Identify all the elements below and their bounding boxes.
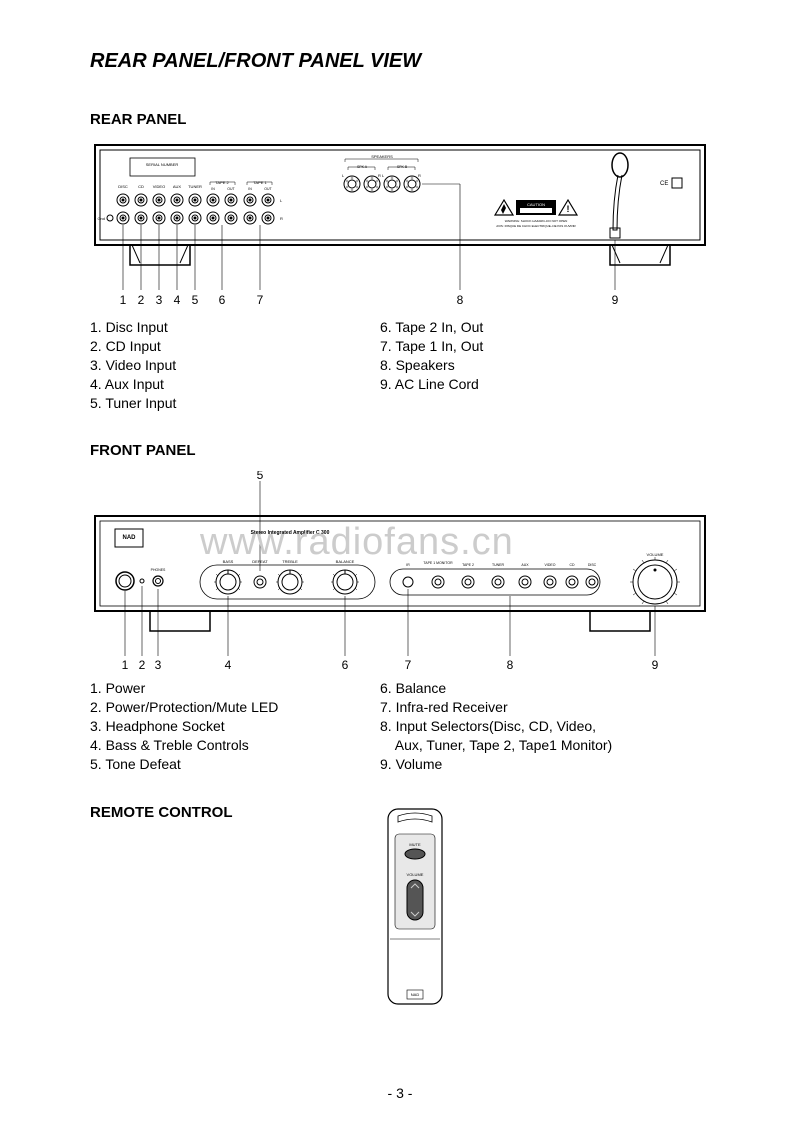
rear-panel-heading: REAR PANEL <box>90 111 710 128</box>
svg-text:OUT: OUT <box>227 187 235 191</box>
svg-text:TREBLE: TREBLE <box>282 559 298 564</box>
remote-diagram: MUTE VOLUME NAD <box>380 804 480 1014</box>
svg-text:WARNING: SHOCK HAZARD–DO NOT O: WARNING: SHOCK HAZARD–DO NOT OPEN <box>505 219 568 223</box>
ac-cord <box>610 153 628 238</box>
legend-item: 1. Disc Input <box>90 318 380 337</box>
legend-item: 2. Power/Protection/Mute LED <box>90 698 380 717</box>
svg-text:PHONES: PHONES <box>151 568 166 572</box>
legend-item: 8. Input Selectors(Disc, CD, Video, <box>380 717 680 736</box>
page-title: REAR PANEL/FRONT PANEL VIEW <box>90 50 710 73</box>
svg-text:7: 7 <box>405 658 412 671</box>
svg-text:IR: IR <box>406 563 410 567</box>
legend-item: 5. Tone Defeat <box>90 755 380 774</box>
svg-text:IN: IN <box>248 187 252 191</box>
svg-text:6: 6 <box>219 293 226 307</box>
legend-item: 3. Video Input <box>90 356 380 375</box>
svg-text:TUNER: TUNER <box>492 563 505 567</box>
svg-text:8: 8 <box>457 293 464 307</box>
svg-text:VOLUME: VOLUME <box>407 872 424 877</box>
svg-text:SPEAKERS: SPEAKERS <box>371 154 393 159</box>
legend-item: 6. Tape 2 In, Out <box>380 318 680 337</box>
legend-item: 8. Speakers <box>380 356 680 375</box>
svg-text:CD: CD <box>138 184 144 189</box>
svg-text:TAPE 2: TAPE 2 <box>462 563 474 567</box>
front-panel-legend: 1. Power 2. Power/Protection/Mute LED 3.… <box>90 679 710 773</box>
svg-text:3: 3 <box>155 658 162 671</box>
legend-item: 3. Headphone Socket <box>90 717 380 736</box>
legend-item: 2. CD Input <box>90 337 380 356</box>
legend-item: 5. Tuner Input <box>90 394 380 413</box>
defeat-button <box>254 576 266 588</box>
svg-text:DEFEAT: DEFEAT <box>252 559 268 564</box>
svg-text:1: 1 <box>122 658 129 671</box>
svg-text:5: 5 <box>192 293 199 307</box>
svg-text:BALANCE: BALANCE <box>336 559 355 564</box>
front-panel-heading: FRONT PANEL <box>90 442 710 459</box>
svg-text:VIDEO: VIDEO <box>153 184 165 189</box>
rear-panel-legend: 1. Disc Input 2. CD Input 3. Video Input… <box>90 318 710 412</box>
svg-text:8: 8 <box>507 658 514 671</box>
svg-text:L: L <box>280 198 283 203</box>
svg-text:R: R <box>378 173 381 178</box>
svg-text:9: 9 <box>652 658 659 671</box>
legend-item: 9. Volume <box>380 755 680 774</box>
svg-text:NAD: NAD <box>411 992 420 997</box>
bass-knob <box>214 570 242 594</box>
svg-text:7: 7 <box>257 293 264 307</box>
svg-text:TAPE 1 MONITOR: TAPE 1 MONITOR <box>423 561 453 565</box>
svg-text:BASS: BASS <box>223 559 234 564</box>
svg-text:MUTE: MUTE <box>409 842 421 847</box>
svg-text:TUNER: TUNER <box>188 184 202 189</box>
svg-text:VOLUME: VOLUME <box>647 552 664 557</box>
svg-text:L: L <box>382 173 385 178</box>
svg-text:2: 2 <box>138 293 145 307</box>
legend-item: 9. AC Line Cord <box>380 375 680 394</box>
speaker-terminals: SPEAKERS SPK A SPK B L R L R <box>342 154 421 192</box>
treble-knob <box>276 570 304 594</box>
svg-text:CE: CE <box>660 181 668 187</box>
svg-text:6: 6 <box>342 658 349 671</box>
svg-text:9: 9 <box>612 293 619 307</box>
svg-text:TAPE 1: TAPE 1 <box>253 180 267 185</box>
svg-text:4: 4 <box>225 658 232 671</box>
svg-text:AUX: AUX <box>173 184 182 189</box>
legend-item: 1. Power <box>90 679 380 698</box>
svg-text:NAD: NAD <box>123 535 137 541</box>
front-panel-diagram: www.radiofans.cn 5 NAD Stereo Integrated… <box>90 471 710 671</box>
svg-text:4: 4 <box>174 293 181 307</box>
svg-text:VIDEO: VIDEO <box>545 563 556 567</box>
svg-text:AVIS: RISQUE DE CHOC ELECTRIQU: AVIS: RISQUE DE CHOC ELECTRIQUE–NE PAS O… <box>496 224 576 228</box>
svg-text:CD: CD <box>569 563 575 567</box>
legend-item: Aux, Tuner, Tape 2, Tape1 Monitor) <box>380 736 680 755</box>
svg-text:L: L <box>342 173 345 178</box>
svg-text:Gnd: Gnd <box>97 216 105 221</box>
svg-text:TAPE 2: TAPE 2 <box>215 180 229 185</box>
svg-text:5: 5 <box>257 471 264 482</box>
svg-text:DISC: DISC <box>588 563 597 567</box>
svg-text:CAUTION: CAUTION <box>527 202 545 207</box>
svg-text:!: ! <box>567 204 570 214</box>
svg-text:2: 2 <box>139 658 146 671</box>
legend-item: 4. Aux Input <box>90 375 380 394</box>
page-number: - 3 - <box>0 1085 800 1101</box>
rear-panel-diagram: SERIAL NUMBER DISC CD VIDEO AUX TUNER TA… <box>90 140 710 310</box>
svg-text:Stereo Integrated Amplifier C: Stereo Integrated Amplifier C 300 <box>251 530 330 536</box>
svg-text:1: 1 <box>120 293 127 307</box>
svg-text:AUX: AUX <box>521 563 529 567</box>
svg-text:3: 3 <box>156 293 163 307</box>
svg-text:R: R <box>418 173 421 178</box>
legend-item: 7. Tape 1 In, Out <box>380 337 680 356</box>
rca-inputs: DISC CD VIDEO AUX TUNER TAPE 2 TAPE 1 IN… <box>97 180 283 224</box>
legend-item: 7. Infra-red Receiver <box>380 698 680 717</box>
remote-heading: REMOTE CONTROL <box>90 804 380 821</box>
svg-text:R: R <box>280 216 283 221</box>
svg-text:DISC: DISC <box>118 184 128 189</box>
legend-item: 4. Bass & Treble Controls <box>90 736 380 755</box>
caution-label: CAUTION ! WARNING: SHOCK HAZARD–DO NOT O… <box>495 200 577 228</box>
serial-label: SERIAL NUMBER <box>146 162 179 167</box>
legend-item: 6. Balance <box>380 679 680 698</box>
svg-text:IN: IN <box>211 187 215 191</box>
svg-text:OUT: OUT <box>264 187 272 191</box>
balance-knob <box>331 570 359 594</box>
